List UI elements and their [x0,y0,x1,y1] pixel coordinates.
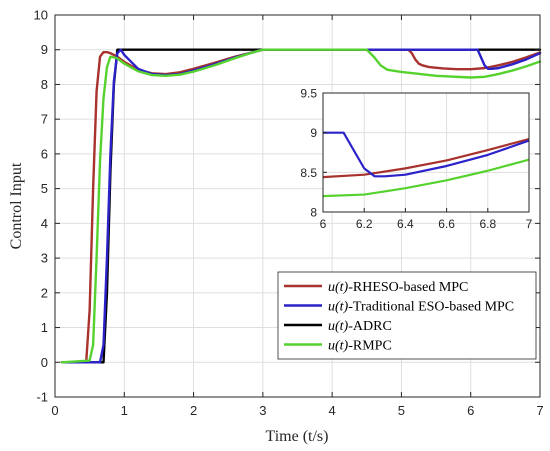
x-tick-label: 7 [536,403,543,418]
x-tick-label: 6 [467,403,474,418]
legend-text-rest: -RHESO-based MPC [348,280,468,295]
y-tick-label: 6 [41,146,48,161]
y-tick-label: 7 [41,112,48,127]
inset-y-tick-label: 9.5 [300,87,317,101]
inset-x-tick-label: 6.8 [479,217,496,231]
inset-x-tick-label: 6.4 [397,217,414,231]
legend-text-rest: -Traditional ESO-based MPC [348,300,514,315]
y-tick-label: 2 [41,285,48,300]
y-tick-label: 5 [41,181,48,196]
x-tick-label: 3 [259,403,266,418]
legend-label-1: u(t)-Traditional ESO-based MPC [328,300,514,315]
y-tick-label: 10 [34,8,48,23]
x-axis-label: Time (t/s) [266,428,329,445]
legend-var: u(t) [328,280,349,295]
y-tick-label: 0 [41,355,48,370]
x-tick-label: 5 [398,403,405,418]
inset-series-group [323,131,529,198]
legend-var: u(t) [328,300,349,315]
inset-x-tick-label: 6.2 [356,217,373,231]
x-tick-label: 1 [121,403,128,418]
y-tick-label: 1 [41,320,48,335]
y-tick-label: 9 [41,42,48,57]
legend-label-3: u(t)-RMPC [328,339,392,354]
inset-x-tick-label: 6.6 [438,217,455,231]
y-axis-label: Control Input [8,162,25,249]
inset-zoom-panel: 6 6.2 6.4 6.6 6.8 7 8 8.5 9 9.5 [300,87,532,232]
inset-series-line-0 [323,137,529,179]
y-tick-label: 4 [41,216,48,231]
series-line-3 [60,48,542,364]
main-series-group [60,48,542,364]
legend-label-2: u(t)-ADRC [328,319,392,334]
legend-text-rest: -ADRC [348,319,392,334]
y-tick-label: 3 [41,251,48,266]
main-grid [54,14,541,398]
x-tick-label: 2 [190,403,197,418]
x-tick-label: 4 [329,403,336,418]
inset-y-tick-label: 8.5 [300,166,317,180]
y-tick-label: 8 [41,77,48,92]
legend-var: u(t) [328,339,349,354]
main-plot-frame [54,14,541,398]
legend-var: u(t) [328,319,349,334]
inset-series-line-1 [323,131,529,178]
inset-series-line-3 [323,158,529,198]
y-tick-label: -1 [36,390,48,405]
inset-tick-labels: 6 6.2 6.4 6.6 6.8 7 8 8.5 9 9.5 [300,87,532,232]
x-tick-label: 0 [51,403,58,418]
legend-text-rest: -RMPC [348,339,392,354]
inset-x-tick-label: 7 [526,217,533,231]
legend-label-0: u(t)-RHESO-based MPC [328,280,468,295]
inset-plot-frame [322,92,530,213]
inset-y-tick-label: 9 [310,126,317,140]
main-axes [54,14,541,398]
inset-axes [322,92,530,213]
inset-x-tick-label: 6 [320,217,327,231]
inset-y-tick-label: 8 [310,206,317,220]
